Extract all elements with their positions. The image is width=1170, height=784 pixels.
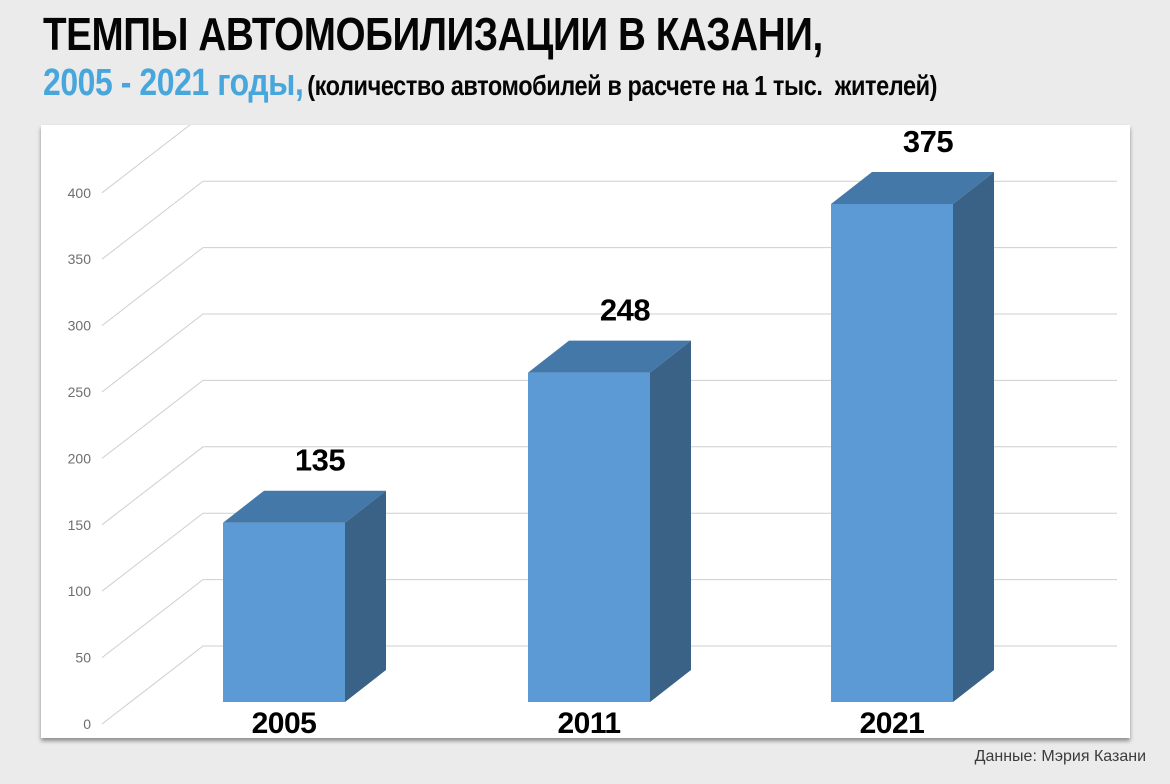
bar-side-face — [953, 172, 994, 702]
gridline — [101, 247, 1117, 326]
gridline — [101, 379, 1117, 459]
subtitle-years: 2005 - 2021 годы, — [43, 62, 304, 104]
x-axis-category-label: 2005 — [252, 707, 317, 738]
bar-side-face — [650, 340, 691, 702]
bar-side-face — [345, 490, 386, 702]
page-title: ТЕМПЫ АВТОМОБИЛИЗАЦИИ В КАЗАНИ, — [43, 8, 823, 60]
bar-value-label: 375 — [903, 125, 953, 159]
bar-front-face — [831, 204, 953, 702]
bar-value-label: 248 — [600, 293, 650, 328]
bar-value-label: 135 — [295, 443, 345, 478]
gridline — [101, 313, 1117, 393]
gridline — [101, 579, 1117, 658]
bar-top-face — [528, 340, 691, 373]
x-axis-category-label: 2011 — [557, 707, 620, 738]
chart-header: ТЕМПЫ АВТОМОБИЛИЗАЦИИ В КАЗАНИ, 2005 - 2… — [43, 8, 1107, 112]
y-axis-tick-label: 150 — [68, 517, 92, 533]
gridline — [101, 125, 191, 194]
x-axis-category-label: 2021 — [860, 707, 925, 738]
y-axis-tick-label: 0 — [83, 716, 91, 732]
y-axis-tick-label: 100 — [68, 583, 92, 599]
y-axis-tick-label: 350 — [68, 251, 92, 267]
y-axis-tick-label: 300 — [68, 318, 92, 334]
y-axis-tick-label: 50 — [75, 650, 91, 666]
bar-chart-canvas: 0 50 100 150 200 250 300 350 400 135 2005 248 2011 37… — [68, 125, 1117, 738]
y-axis-tick-label: 200 — [68, 450, 92, 466]
y-axis-tick-label: 400 — [68, 185, 92, 201]
source-note: Данные: Мэрия Казани — [974, 748, 1146, 765]
gridline — [101, 180, 1117, 260]
y-axis-tick-label: 250 — [68, 384, 92, 400]
gridline — [101, 446, 1117, 526]
bar-front-face — [223, 522, 345, 702]
bar-top-face — [223, 490, 386, 523]
bar-top-face — [831, 172, 994, 204]
bar-front-face — [528, 372, 650, 702]
subtitle-note: (количество автомобилей в расчете на 1 т… — [307, 70, 938, 101]
chart-panel: 0 50 100 150 200 250 300 350 400 135 2005 248 2011 37… — [41, 125, 1130, 738]
gridline — [101, 512, 1117, 592]
gridline — [101, 645, 1117, 725]
